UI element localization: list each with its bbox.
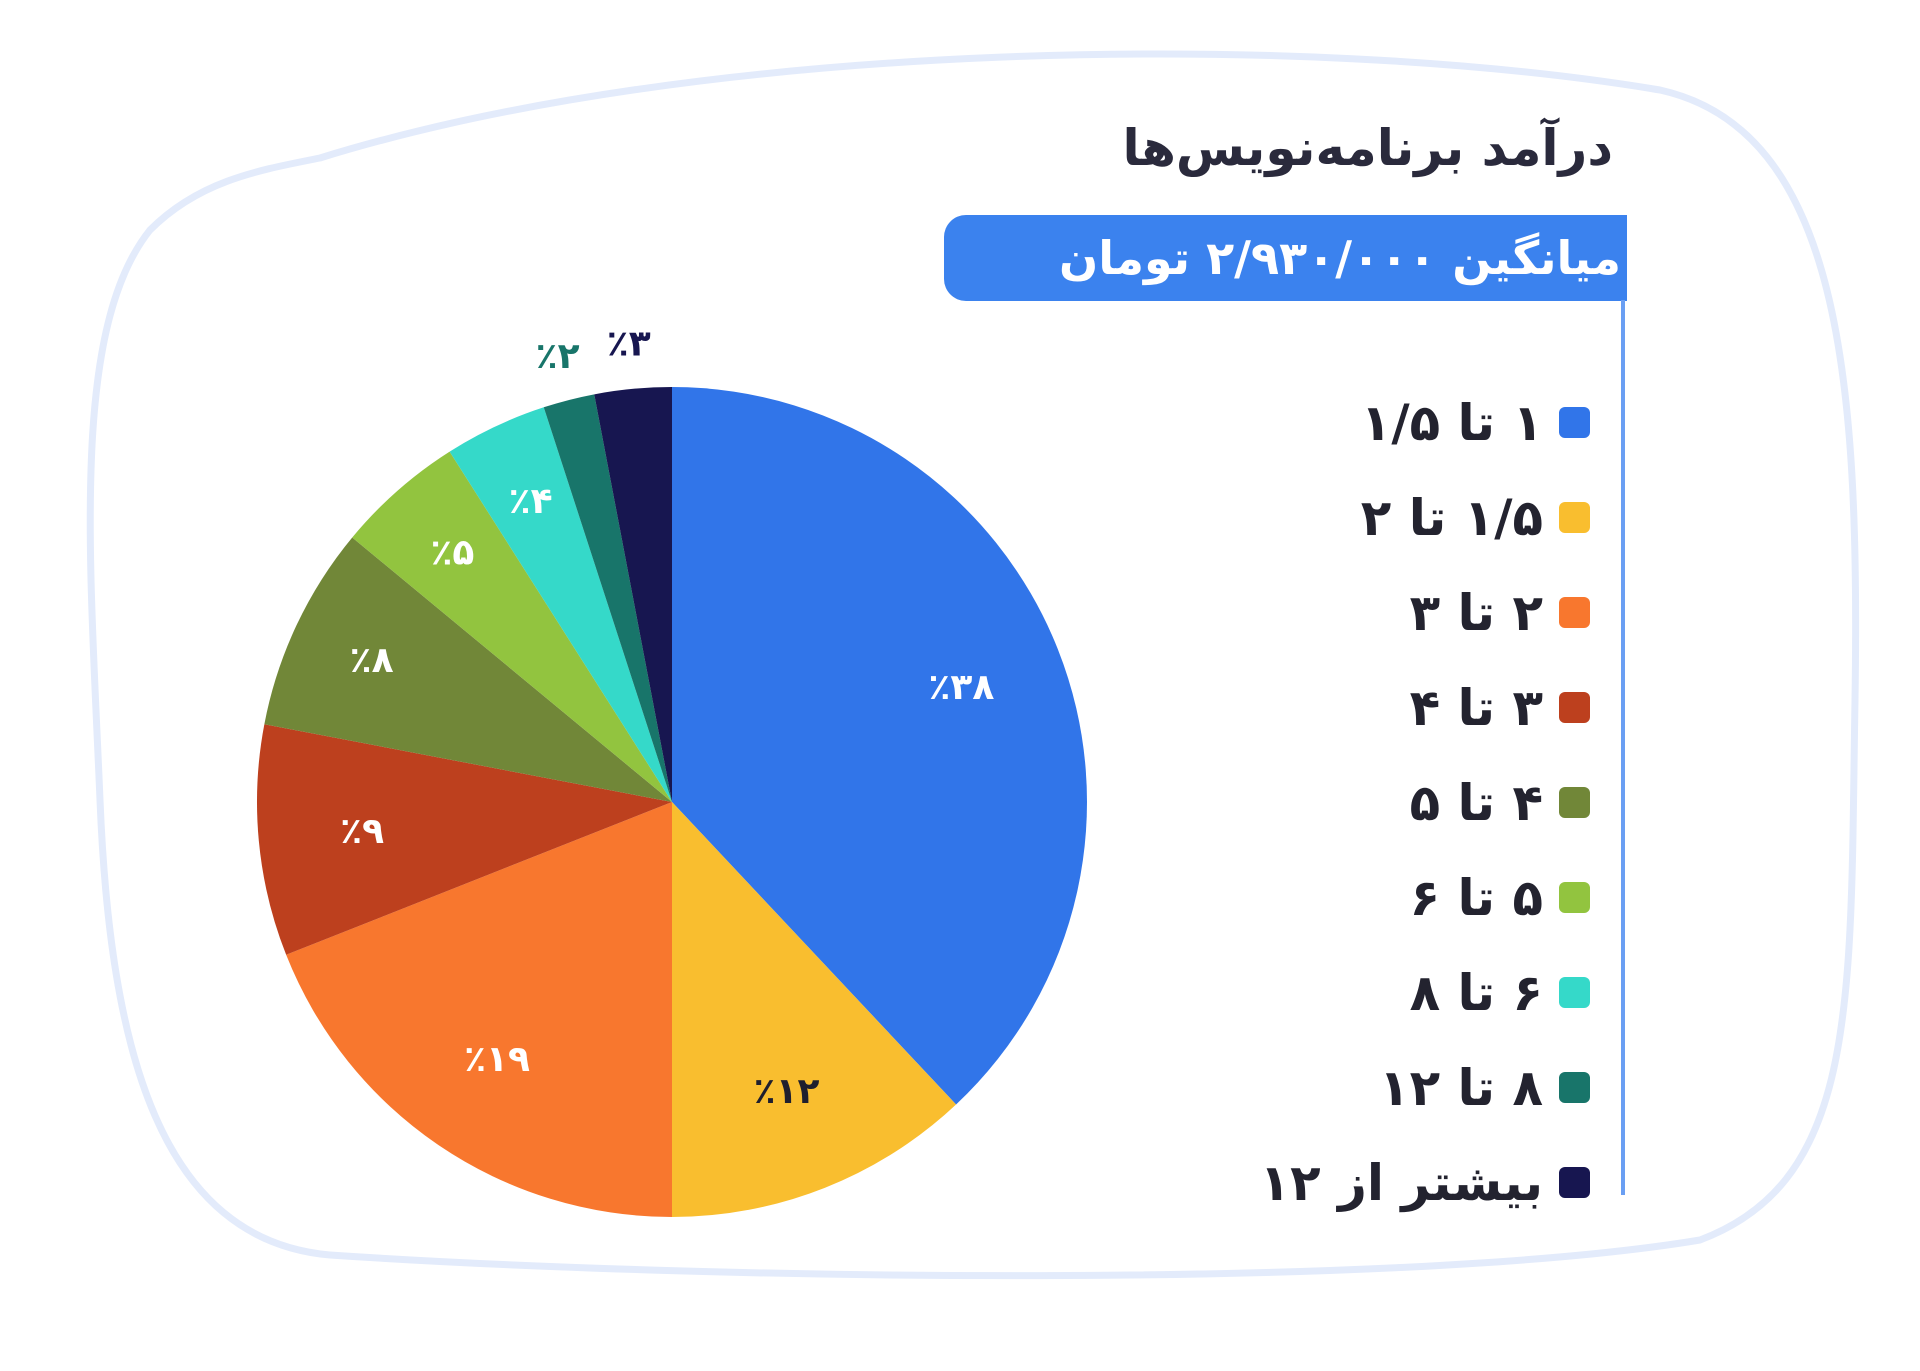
pie-slice (286, 802, 672, 1217)
pie-slice (672, 802, 957, 1217)
legend-item: ۳ تا ۴ (1260, 660, 1590, 755)
pie-data-label: ٪۳ (607, 324, 651, 365)
legend-swatch (1559, 787, 1590, 818)
pie-data-label: ٪۸ (350, 640, 394, 681)
legend-swatch (1559, 882, 1590, 913)
pie-data-label: ٪۴ (509, 481, 553, 522)
pie-data-label: ٪۳۸ (928, 667, 994, 708)
average-banner-text: میانگین ۲/۹۳۰/۰۰۰ تومان (1058, 231, 1621, 285)
legend-label: ۲ تا ۳ (1409, 583, 1543, 642)
legend-label: ۶ تا ۸ (1409, 963, 1543, 1022)
legend-divider (1621, 300, 1625, 1195)
legend-swatch (1559, 1167, 1590, 1198)
legend-item: ۱/۵ تا ۲ (1260, 470, 1590, 565)
legend-label: ۴ تا ۵ (1409, 773, 1543, 832)
legend-item: ۲ تا ۳ (1260, 565, 1590, 660)
pie-slice (264, 537, 672, 802)
legend-label: ۱ تا ۱/۵ (1360, 393, 1543, 452)
pie-slice (449, 407, 672, 802)
pie-data-label: ٪۵ (430, 532, 474, 573)
legend-item: ۶ تا ۸ (1260, 945, 1590, 1040)
chart-legend: ۱ تا ۱/۵ ۱/۵ تا ۲ ۲ تا ۳ ۳ تا ۴ ۴ تا ۵ ۵ تا ۶… (1260, 375, 1590, 1230)
pie-slice (594, 387, 672, 802)
legend-label: ۱/۵ تا ۲ (1360, 488, 1543, 547)
legend-label: ۳ تا ۴ (1409, 678, 1543, 737)
legend-item: بیشتر از ۱۲ (1260, 1135, 1590, 1230)
legend-item: ۸ تا ۱۲ (1260, 1040, 1590, 1135)
legend-label: ۸ تا ۱۲ (1379, 1058, 1543, 1117)
pie-slice (257, 724, 672, 955)
pie-slice (352, 451, 672, 802)
pie-slice (672, 387, 1088, 1105)
legend-swatch (1559, 977, 1590, 1008)
legend-label: بیشتر از ۱۲ (1259, 1153, 1543, 1212)
pie-data-label: ٪۹ (340, 811, 384, 852)
legend-label: ۵ تا ۶ (1409, 868, 1543, 927)
pie-data-label: ٪۱۲ (754, 1071, 820, 1112)
legend-item: ۱ تا ۱/۵ (1260, 375, 1590, 470)
legend-swatch (1559, 692, 1590, 723)
legend-swatch (1559, 502, 1590, 533)
pie-data-label: ٪۲ (536, 336, 580, 377)
pie-data-label: ٪۱۹ (464, 1039, 530, 1080)
chart-title: درآمد برنامه‌نویس‌ها (1122, 119, 1613, 177)
legend-swatch (1559, 407, 1590, 438)
legend-item: ۴ تا ۵ (1260, 755, 1590, 850)
legend-swatch (1559, 597, 1590, 628)
average-banner: میانگین ۲/۹۳۰/۰۰۰ تومان (944, 215, 1627, 301)
legend-item: ۵ تا ۶ (1260, 850, 1590, 945)
legend-swatch (1559, 1072, 1590, 1103)
pie-slice (543, 394, 672, 802)
